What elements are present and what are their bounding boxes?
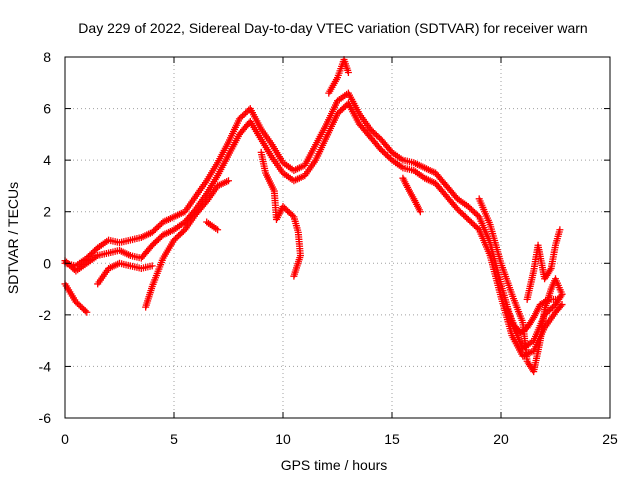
series-group — [94, 259, 156, 288]
series-group — [61, 89, 566, 352]
x-tick-label: 20 — [493, 431, 509, 447]
series-group — [399, 174, 424, 216]
series-group — [61, 280, 91, 316]
data-point-marker — [558, 301, 566, 309]
chart-title: Day 229 of 2022, Sidereal Day-to-day VTE… — [78, 20, 587, 36]
series-group — [475, 195, 566, 376]
data-point-marker — [201, 199, 209, 207]
data-point-marker — [288, 211, 296, 219]
axis-ticks: 0 5 10 15 20 25 -6 -4 -2 0 2 4 6 8 — [39, 49, 618, 447]
grid-lines — [65, 57, 610, 418]
y-tick-label: 8 — [43, 49, 51, 65]
data-point-marker — [416, 208, 424, 216]
data-point-marker — [214, 226, 222, 234]
series-group — [142, 177, 232, 311]
series-group — [523, 226, 564, 303]
data-point-marker — [290, 272, 298, 280]
series-group — [325, 56, 352, 97]
y-tick-label: -4 — [39, 358, 52, 374]
y-tick-label: 2 — [43, 204, 51, 220]
data-point-marker — [474, 211, 482, 219]
data-point-marker — [557, 302, 565, 310]
y-tick-label: 4 — [43, 152, 51, 168]
y-tick-label: -2 — [39, 307, 52, 323]
data-point-marker — [344, 68, 352, 76]
data-point-marker — [474, 224, 482, 232]
plot-frame — [64, 56, 611, 419]
series-group — [203, 218, 222, 234]
x-tick-label: 5 — [170, 431, 178, 447]
x-tick-label: 25 — [602, 431, 618, 447]
x-tick-label: 10 — [275, 431, 291, 447]
y-tick-label: 6 — [43, 101, 51, 117]
data-point-marker — [81, 307, 89, 315]
series-group — [257, 148, 304, 280]
x-axis-label: GPS time / hours — [281, 457, 388, 473]
y-tick-label: 0 — [43, 255, 51, 271]
data-point-marker — [558, 290, 566, 298]
x-tick-label: 0 — [61, 431, 69, 447]
data-points — [61, 56, 566, 376]
data-point-marker — [148, 262, 156, 270]
series-group — [504, 295, 562, 337]
x-tick-label: 15 — [384, 431, 400, 447]
y-tick-label: -6 — [39, 410, 52, 426]
data-point-marker — [83, 308, 91, 316]
data-point-marker — [556, 226, 564, 234]
data-point-marker — [554, 295, 562, 303]
y-axis-label: SDTVAR / TECUs — [5, 182, 21, 294]
data-point-marker — [225, 177, 232, 185]
